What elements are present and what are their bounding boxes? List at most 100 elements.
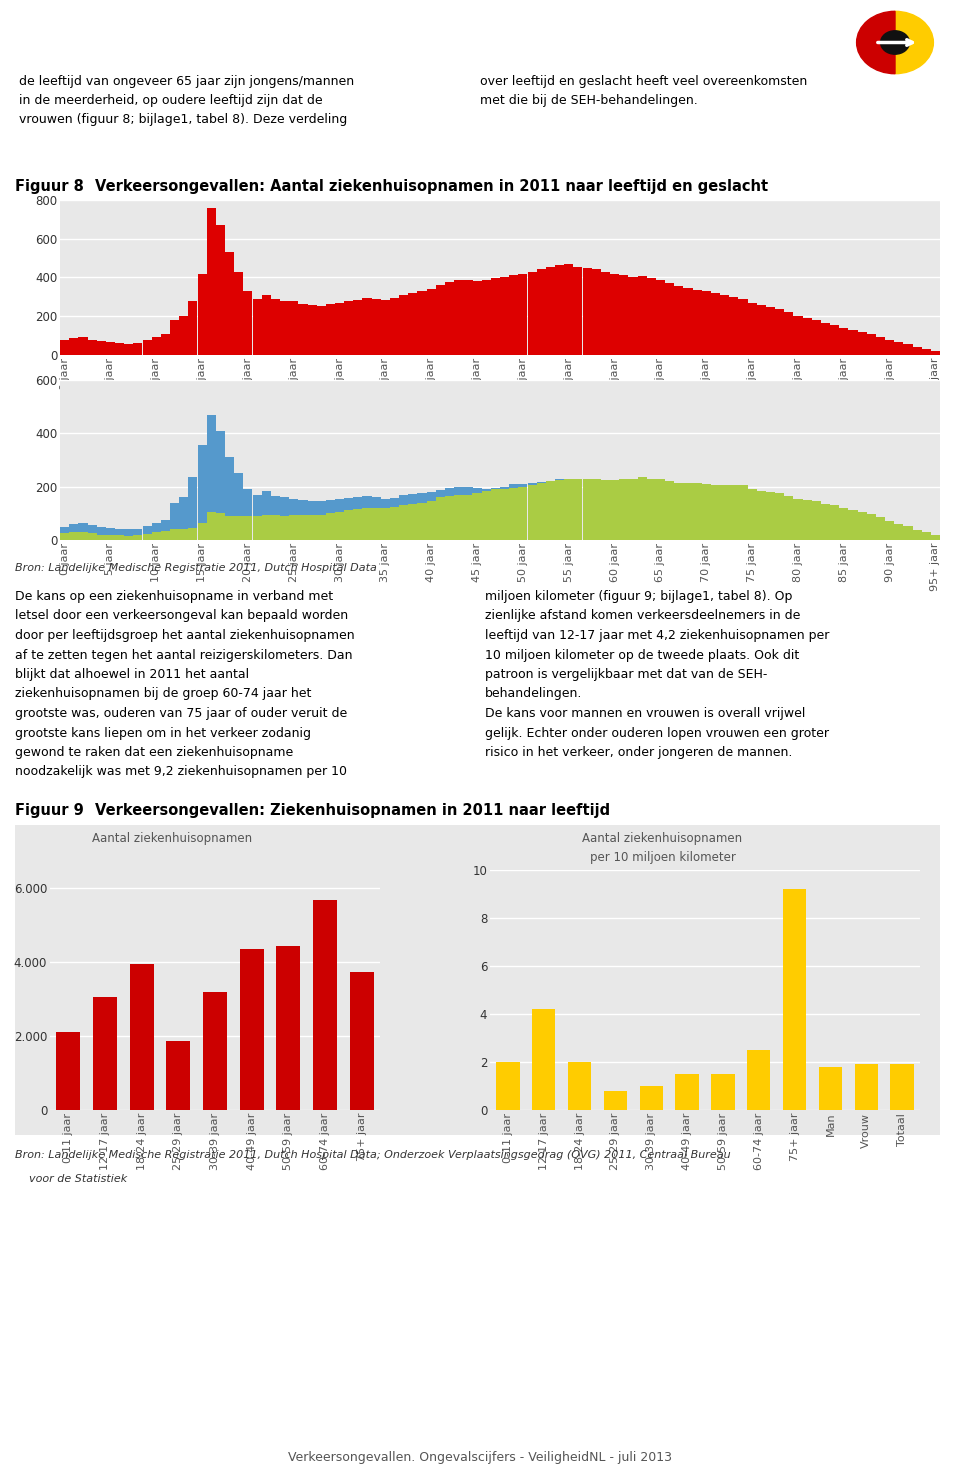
- Bar: [353, 509, 363, 541]
- Bar: [115, 529, 124, 541]
- Bar: [69, 532, 79, 541]
- Text: Verkeersongevallen: Ziekenhuisopnamen in 2011 naar leeftijd: Verkeersongevallen: Ziekenhuisopnamen in…: [95, 803, 610, 818]
- Bar: [491, 278, 500, 355]
- Bar: [793, 499, 803, 541]
- Bar: [198, 446, 206, 541]
- Bar: [830, 324, 839, 355]
- Bar: [766, 307, 775, 355]
- Bar: [518, 487, 527, 541]
- Bar: [830, 505, 839, 541]
- Text: de leeftijd van ongeveer 65 jaar zijn jongens/mannen
in de meerderheid, op ouder: de leeftijd van ongeveer 65 jaar zijn jo…: [19, 76, 354, 126]
- Bar: [647, 496, 656, 541]
- Bar: [854, 1065, 877, 1109]
- Bar: [583, 268, 591, 355]
- Bar: [206, 207, 216, 355]
- Bar: [555, 480, 564, 541]
- Bar: [60, 527, 69, 541]
- Bar: [583, 483, 591, 541]
- Bar: [317, 515, 325, 541]
- Bar: [546, 267, 555, 355]
- Bar: [79, 532, 87, 541]
- Bar: [353, 299, 363, 355]
- Bar: [106, 342, 115, 355]
- Bar: [161, 520, 170, 541]
- Bar: [276, 946, 300, 1109]
- Bar: [372, 498, 381, 541]
- Bar: [756, 490, 766, 541]
- Bar: [482, 490, 491, 541]
- Bar: [775, 524, 784, 541]
- Bar: [894, 524, 903, 541]
- Bar: [69, 524, 79, 541]
- Bar: [629, 495, 637, 541]
- Bar: [756, 305, 766, 355]
- Bar: [166, 1041, 190, 1109]
- Bar: [619, 274, 629, 355]
- Bar: [216, 431, 225, 541]
- Bar: [408, 293, 418, 355]
- Bar: [262, 295, 271, 355]
- Bar: [381, 299, 390, 355]
- Bar: [793, 317, 803, 355]
- Bar: [399, 495, 408, 541]
- Bar: [509, 489, 518, 541]
- Bar: [931, 535, 940, 541]
- Bar: [262, 490, 271, 541]
- Bar: [527, 483, 537, 541]
- Bar: [345, 509, 353, 541]
- Bar: [656, 499, 665, 541]
- Bar: [775, 310, 784, 355]
- Bar: [819, 1066, 842, 1109]
- Bar: [115, 535, 124, 541]
- Bar: [500, 489, 509, 541]
- Bar: [418, 502, 426, 541]
- Bar: [161, 333, 170, 355]
- Bar: [803, 530, 811, 541]
- Bar: [748, 302, 756, 355]
- Bar: [903, 345, 913, 355]
- Bar: [857, 332, 867, 355]
- Bar: [710, 293, 720, 355]
- Bar: [445, 496, 454, 541]
- Bar: [610, 274, 619, 355]
- Bar: [106, 529, 115, 541]
- Bar: [243, 515, 252, 541]
- Bar: [87, 526, 97, 541]
- Bar: [472, 489, 482, 541]
- Bar: [839, 327, 849, 355]
- Bar: [252, 515, 262, 541]
- Bar: [363, 298, 372, 355]
- Bar: [97, 342, 106, 355]
- Bar: [876, 538, 885, 541]
- Bar: [243, 292, 252, 355]
- Bar: [637, 477, 647, 541]
- Bar: [849, 536, 857, 541]
- Bar: [491, 489, 500, 541]
- Bar: [730, 486, 738, 541]
- Bar: [307, 501, 317, 541]
- Bar: [170, 529, 180, 541]
- Bar: [399, 295, 408, 355]
- Bar: [876, 336, 885, 355]
- Bar: [555, 265, 564, 355]
- Bar: [353, 498, 363, 541]
- Bar: [271, 515, 280, 541]
- Bar: [931, 351, 940, 355]
- Bar: [564, 478, 573, 541]
- Bar: [857, 536, 867, 541]
- Bar: [225, 458, 234, 541]
- Bar: [372, 299, 381, 355]
- Bar: [142, 526, 152, 541]
- Bar: [568, 1062, 591, 1109]
- Bar: [464, 487, 472, 541]
- Bar: [839, 508, 849, 541]
- Bar: [527, 271, 537, 355]
- Bar: [564, 478, 573, 541]
- Bar: [601, 271, 610, 355]
- Bar: [216, 514, 225, 541]
- Bar: [518, 484, 527, 541]
- Text: Bron: Landelijke Medische Registratie 2011, Dutch Hospital Data: Bron: Landelijke Medische Registratie 20…: [15, 563, 377, 573]
- Bar: [491, 489, 500, 541]
- Bar: [849, 509, 857, 541]
- Bar: [436, 498, 445, 541]
